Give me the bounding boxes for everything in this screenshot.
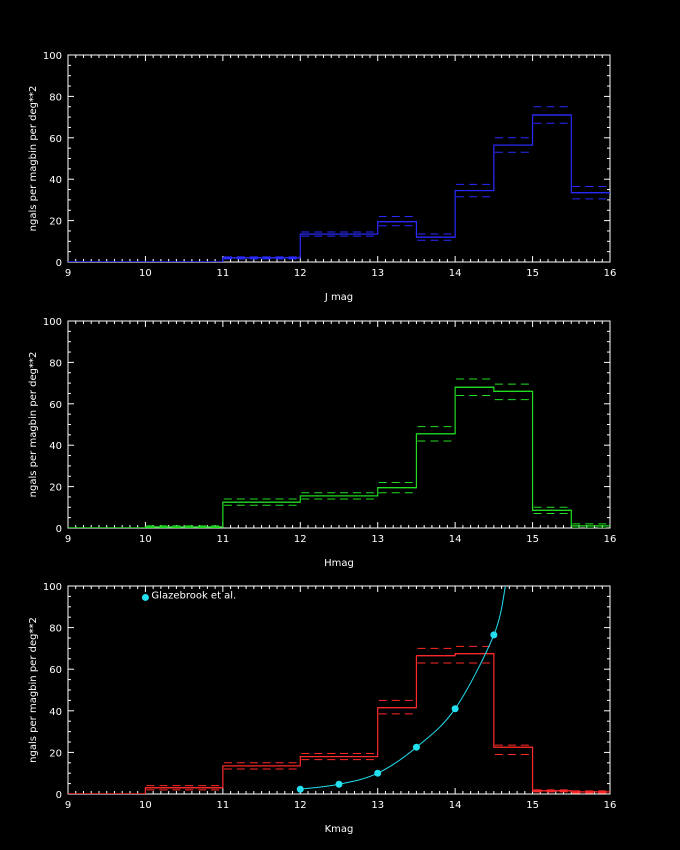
x-tick-label: 12 — [294, 800, 307, 811]
legend-marker — [141, 593, 149, 601]
glazebrook-point — [490, 631, 498, 639]
x-tick-label: 16 — [604, 534, 617, 545]
glazebrook-curve — [300, 586, 506, 790]
x-tick-label: 11 — [216, 268, 229, 279]
x-tick-label: 10 — [139, 268, 152, 279]
x-tick-label: 13 — [371, 800, 384, 811]
y-tick-label: 20 — [49, 483, 62, 494]
x-axis-label: Hmag — [324, 558, 354, 569]
data-layer — [68, 378, 610, 528]
x-axis-label: Kmag — [325, 824, 354, 835]
x-tick-label: 9 — [65, 268, 71, 279]
x-tick-label: 10 — [139, 534, 152, 545]
x-tick-label: 11 — [216, 800, 229, 811]
x-tick-label: 14 — [449, 800, 462, 811]
x-axis-label: J mag — [324, 292, 353, 303]
x-tick-label: 15 — [526, 268, 539, 279]
y-axis-label: ngals per magbin per deg**2 — [28, 617, 39, 763]
plot-frame — [67, 320, 611, 529]
x-tick-label: 14 — [449, 268, 462, 279]
x-tick-label: 9 — [65, 800, 71, 811]
x-tick-label: 16 — [604, 800, 617, 811]
histogram-panel-3: 9 10 11 12 13 14 15 16 0 20 40 60 80 100 Kmag ngals per… — [28, 582, 616, 835]
histogram-panel-1: 9 10 11 12 13 14 15 16 0 20 40 60 80 100 J mag ngals pe… — [28, 51, 616, 303]
y-tick-label: 100 — [43, 51, 62, 62]
x-tick-label: 10 — [139, 800, 152, 811]
data-layer — [68, 106, 610, 262]
histogram-step-line — [68, 114, 610, 262]
plot-frame — [67, 54, 611, 263]
y-tick-label: 0 — [56, 790, 62, 801]
histogram-panel-2: 9 10 11 12 13 14 15 16 0 20 40 60 80 100 Hmag ngals per… — [28, 317, 616, 569]
histogram-step-line — [68, 653, 610, 794]
legend-label: Glazebrook et al. — [151, 590, 236, 601]
y-tick-label: 60 — [49, 134, 62, 145]
y-tick-label: 100 — [43, 317, 62, 328]
glazebrook-point — [335, 780, 343, 788]
x-tick-label: 14 — [449, 534, 462, 545]
x-tick-label: 9 — [65, 534, 71, 545]
y-tick-label: 20 — [49, 217, 62, 228]
y-tick-label: 40 — [49, 441, 62, 452]
y-tick-label: 0 — [56, 258, 62, 269]
y-axis-label: ngals per magbin per deg**2 — [28, 352, 39, 498]
glazebrook-point — [451, 705, 459, 713]
x-tick-label: 12 — [294, 534, 307, 545]
y-tick-label: 20 — [49, 748, 62, 759]
y-axis-label: ngals per magbin per deg**2 — [28, 86, 39, 232]
glazebrook-point — [296, 785, 304, 793]
x-tick-label: 16 — [604, 268, 617, 279]
histogram-step-line — [68, 386, 610, 528]
y-tick-label: 60 — [49, 665, 62, 676]
y-tick-label: 80 — [49, 92, 62, 103]
x-tick-label: 12 — [294, 268, 307, 279]
x-tick-label: 15 — [526, 800, 539, 811]
y-tick-label: 60 — [49, 400, 62, 411]
y-tick-label: 80 — [49, 624, 62, 635]
y-tick-label: 40 — [49, 175, 62, 186]
x-tick-label: 13 — [371, 268, 384, 279]
glazebrook-point — [374, 769, 382, 777]
y-tick-label: 0 — [56, 524, 62, 535]
data-layer — [68, 586, 610, 794]
y-tick-label: 80 — [49, 358, 62, 369]
x-tick-label: 11 — [216, 534, 229, 545]
x-tick-label: 15 — [526, 534, 539, 545]
plot-frame — [67, 585, 611, 795]
glazebrook-point — [412, 743, 420, 751]
x-tick-label: 13 — [371, 534, 384, 545]
y-tick-label: 100 — [43, 582, 62, 593]
y-tick-label: 40 — [49, 707, 62, 718]
